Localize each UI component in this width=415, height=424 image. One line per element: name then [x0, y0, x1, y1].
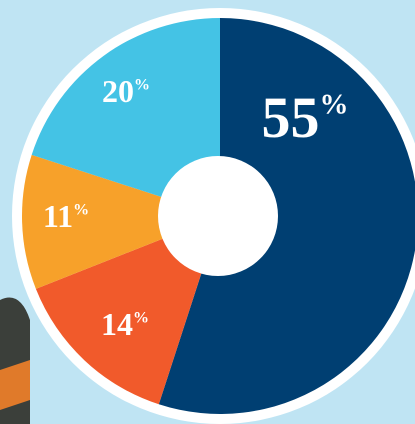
center-hole — [158, 156, 278, 276]
slice — [21, 154, 220, 289]
labels: 55% 14% 11% 20% — [43, 73, 349, 342]
slice — [35, 216, 221, 405]
value-label: 55% — [262, 85, 349, 150]
slices — [21, 17, 415, 414]
value-label: 14% — [101, 306, 149, 342]
value-label: 11% — [43, 198, 89, 234]
value-label: 20% — [102, 73, 150, 109]
slice — [31, 17, 220, 217]
slice — [158, 18, 415, 414]
photo-fragment — [0, 360, 30, 410]
